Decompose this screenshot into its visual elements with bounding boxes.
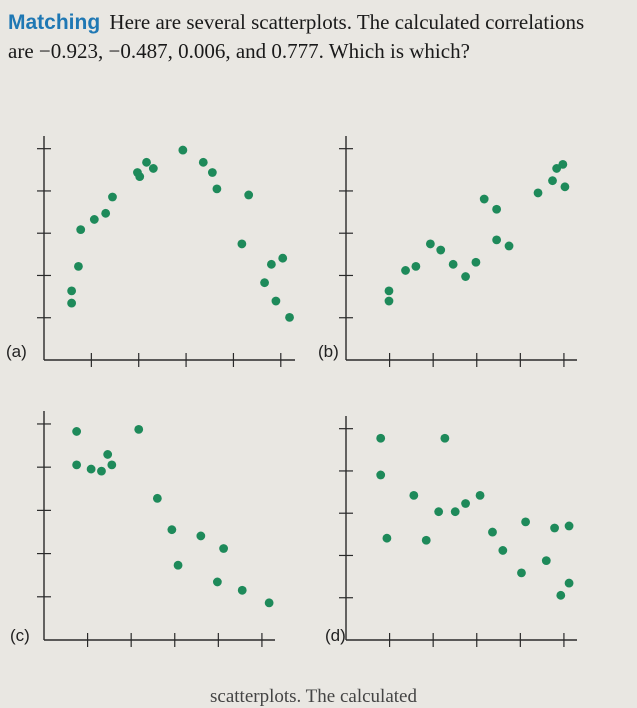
data-point [107, 460, 117, 470]
data-point [548, 176, 557, 186]
data-point [552, 164, 562, 173]
data-point [108, 192, 117, 202]
data-point [461, 499, 470, 508]
data-point [237, 239, 247, 249]
data-point [492, 204, 502, 214]
data-point [450, 507, 460, 517]
footer-text: scatterplots. The calculated [210, 686, 417, 707]
plot-label-c: (c) [10, 626, 30, 645]
data-point [376, 433, 386, 443]
data-point [434, 507, 444, 517]
data-point [134, 424, 144, 434]
problem-lead: Matching [8, 11, 101, 34]
data-point [436, 245, 446, 255]
data-point [382, 533, 392, 543]
problem-text: Here are several scatterplots. The calcu… [8, 10, 585, 63]
data-point [72, 460, 82, 470]
data-point [67, 298, 77, 308]
data-point [198, 157, 208, 167]
data-point [471, 257, 481, 267]
data-point [558, 159, 568, 169]
data-point [278, 253, 288, 263]
data-point [376, 470, 386, 480]
scatterplot-c [36, 405, 281, 650]
data-point [448, 259, 458, 269]
scatterplot-b [338, 130, 583, 370]
data-point [498, 546, 508, 555]
data-point [461, 272, 470, 281]
data-point [550, 523, 559, 533]
data-point [479, 194, 489, 204]
scatterplot-b-svg [339, 136, 577, 367]
scatterplot-d [338, 410, 583, 650]
data-point [541, 556, 551, 566]
data-point [196, 531, 206, 541]
problem-statement: Matching Here are several scatterplots. … [8, 8, 608, 66]
data-point [488, 527, 497, 537]
data-point [167, 525, 177, 535]
plot-label-b: (b) [318, 342, 339, 361]
data-point [72, 427, 82, 436]
data-point [271, 296, 281, 306]
data-point [564, 521, 574, 531]
data-point [219, 544, 229, 553]
data-point [492, 235, 502, 245]
scatterplot-a-svg [37, 136, 295, 367]
data-point [384, 286, 394, 296]
data-point [421, 535, 431, 545]
data-point [266, 259, 276, 269]
data-point [517, 568, 526, 578]
data-point [97, 466, 106, 476]
data-point [409, 490, 419, 500]
data-point [475, 490, 485, 500]
data-point [521, 517, 530, 527]
scatterplot-a [36, 130, 301, 370]
data-point [560, 182, 570, 192]
data-point [101, 208, 111, 218]
data-point [178, 145, 188, 155]
plot-label-d: (d) [325, 626, 346, 645]
data-point [504, 241, 514, 251]
data-point [152, 493, 162, 503]
data-point [212, 184, 222, 194]
data-point [142, 157, 151, 167]
data-point [285, 312, 294, 322]
data-point [244, 190, 254, 200]
data-point [212, 577, 222, 587]
data-point [74, 261, 83, 271]
data-point [401, 266, 410, 275]
scatterplot-d-svg [339, 416, 577, 647]
data-point [564, 578, 574, 588]
data-point [411, 261, 421, 271]
data-point [89, 215, 99, 224]
data-point [86, 464, 96, 474]
data-point [207, 168, 217, 177]
data-point [556, 590, 566, 600]
data-point [425, 239, 435, 249]
plot-label-a: (a) [6, 342, 27, 361]
data-point [103, 450, 113, 459]
data-point [148, 164, 158, 173]
data-point [67, 286, 77, 296]
data-point [135, 172, 145, 181]
scatterplot-c-svg [37, 411, 275, 647]
data-point [384, 296, 394, 306]
data-point [173, 560, 183, 570]
data-point [440, 433, 450, 443]
data-point [237, 585, 247, 595]
data-point [264, 598, 274, 608]
data-point [533, 188, 543, 198]
data-point [260, 278, 269, 288]
data-point [76, 225, 86, 235]
